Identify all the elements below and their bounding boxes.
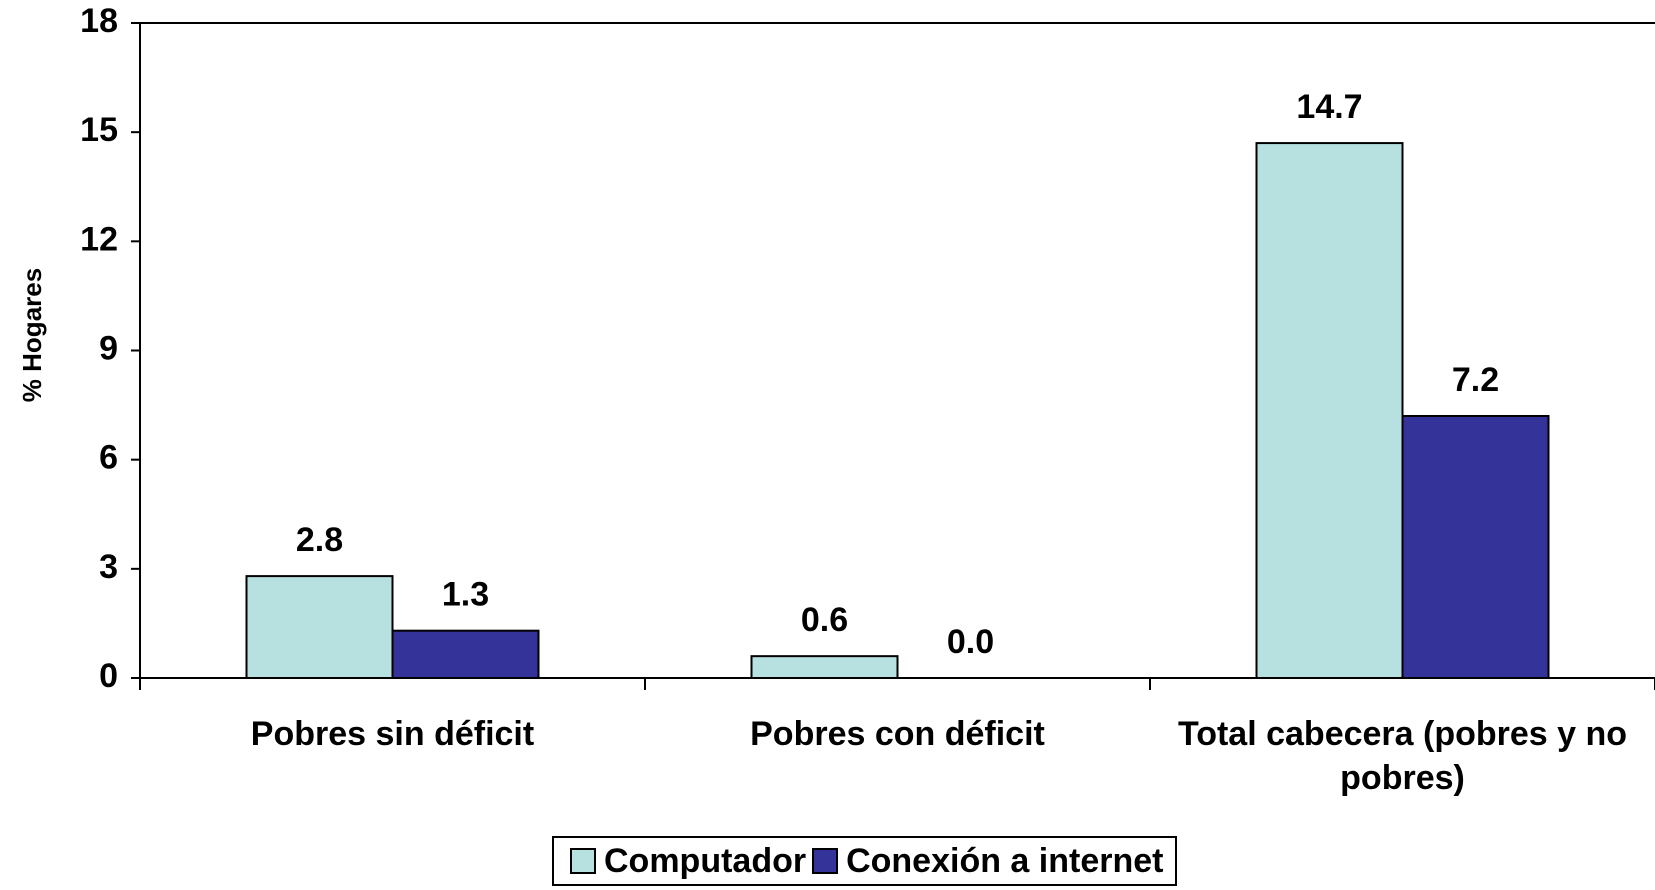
legend: Computador Conexión a internet	[552, 836, 1178, 886]
data-label: 14.7	[1296, 88, 1362, 126]
legend-swatch	[812, 848, 839, 874]
legend-swatch	[570, 848, 596, 874]
x-tick-label: Pobres sin déficit	[250, 715, 535, 753]
bar	[391, 629, 540, 680]
y-axis-title: % Hogares	[17, 268, 47, 402]
y-tick-label: 18	[80, 2, 118, 40]
legend-label: Computador	[604, 841, 807, 880]
x-tick-label: Pobres con déficit	[750, 715, 1045, 753]
x-tick-label: Total cabecera (pobres y no pobres)	[1177, 715, 1628, 797]
data-label: 0.0	[947, 623, 994, 661]
bar	[245, 575, 394, 679]
bar	[750, 655, 899, 680]
data-label: 1.3	[442, 576, 489, 614]
data-label: 0.6	[801, 601, 848, 639]
y-tick-label: 9	[99, 329, 118, 367]
data-label: 7.2	[1452, 361, 1499, 399]
bar	[1401, 415, 1550, 679]
bar	[1255, 142, 1404, 680]
data-label: 2.8	[296, 521, 343, 559]
y-tick-label: 6	[99, 439, 118, 477]
y-tick-label: 3	[99, 548, 118, 586]
legend-label: Conexión a internet	[846, 841, 1164, 880]
y-tick-label: 0	[99, 657, 118, 695]
y-tick-label: 12	[80, 220, 118, 258]
y-tick-label: 15	[80, 111, 118, 149]
